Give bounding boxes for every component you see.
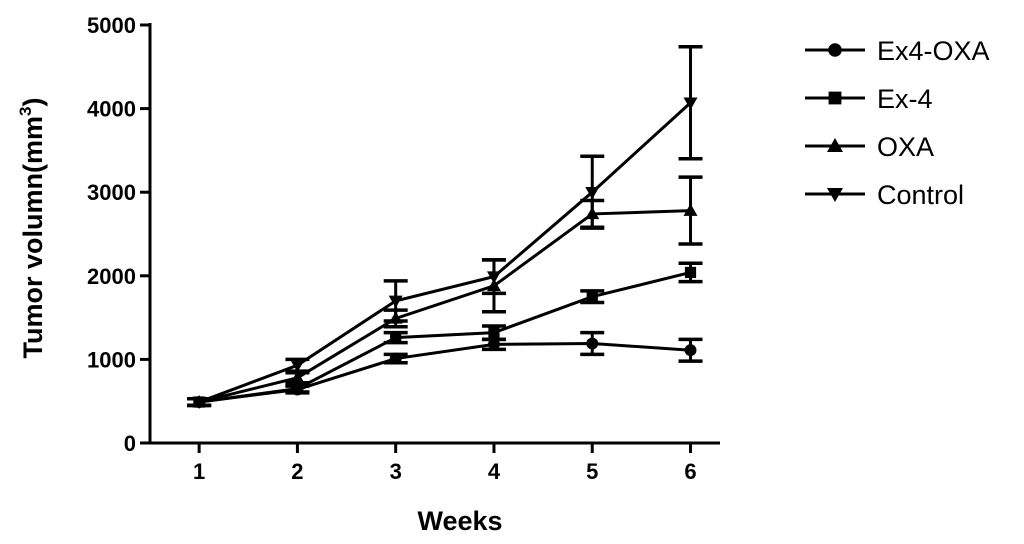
data-point xyxy=(388,295,403,308)
data-point xyxy=(291,383,304,395)
series-line xyxy=(198,270,691,404)
x-tick-label: 2 xyxy=(291,459,303,484)
legend-marker xyxy=(828,91,842,105)
legend-item: Ex-4 xyxy=(805,84,933,114)
data-point xyxy=(488,327,500,339)
data-point xyxy=(683,97,698,110)
series-layer xyxy=(187,44,703,410)
data-point xyxy=(486,271,501,284)
y-tick-label: 3000 xyxy=(87,180,136,205)
data-point xyxy=(488,338,500,351)
series-line xyxy=(198,209,691,404)
legend-marker xyxy=(828,43,842,57)
data-point xyxy=(192,396,207,410)
legend-label: Ex-4 xyxy=(877,84,933,114)
x-axis-title: Weeks xyxy=(417,506,502,536)
x-tick-label: 3 xyxy=(390,459,402,484)
x-tick-label: 5 xyxy=(586,459,598,484)
x-tick-label: 6 xyxy=(684,459,696,484)
data-point xyxy=(290,370,305,384)
legend-label: Ex4-OXA xyxy=(877,36,990,66)
y-axis-title-superscript: 3 xyxy=(16,107,35,116)
legend-label: Control xyxy=(877,180,964,210)
legend-item: Ex4-OXA xyxy=(805,36,990,66)
y-tick-label: 1000 xyxy=(87,347,136,372)
data-point xyxy=(684,344,697,357)
legend-item: OXA xyxy=(805,132,934,162)
legend-marker xyxy=(827,188,843,202)
data-point xyxy=(585,186,600,200)
legend-marker xyxy=(827,138,843,152)
y-tick-label: 0 xyxy=(124,431,136,456)
data-point xyxy=(684,266,697,279)
legend: Ex4-OXA Ex-4 OXA Control xyxy=(805,36,990,210)
data-point xyxy=(586,291,598,303)
x-tick-label: 1 xyxy=(193,459,205,484)
y-axis-title-main: Tumor volumn(mm xyxy=(18,116,48,359)
data-point xyxy=(586,337,599,350)
series-line xyxy=(198,101,692,404)
series-control xyxy=(187,44,703,410)
y-tick-label: 4000 xyxy=(87,97,136,122)
axes: 0 1000 2000 3000 4000 5000 1 2 3 4 5 6 xyxy=(87,13,720,484)
data-point xyxy=(290,360,305,373)
series-ex-4 xyxy=(187,261,703,408)
y-tick-label: 2000 xyxy=(87,264,136,289)
data-point xyxy=(389,352,402,365)
data-point xyxy=(390,332,402,344)
data-point xyxy=(683,203,698,216)
y-axis-title-close: ) xyxy=(18,98,48,107)
y-axis-title: Tumor volumn(mm3) xyxy=(16,98,48,359)
series-ex4-oxa xyxy=(187,330,703,408)
legend-item: Control xyxy=(805,180,964,210)
legend-label: OXA xyxy=(877,132,934,162)
x-tick-label: 4 xyxy=(488,459,501,484)
series-oxa xyxy=(187,175,703,408)
y-tick-label: 5000 xyxy=(87,13,136,38)
